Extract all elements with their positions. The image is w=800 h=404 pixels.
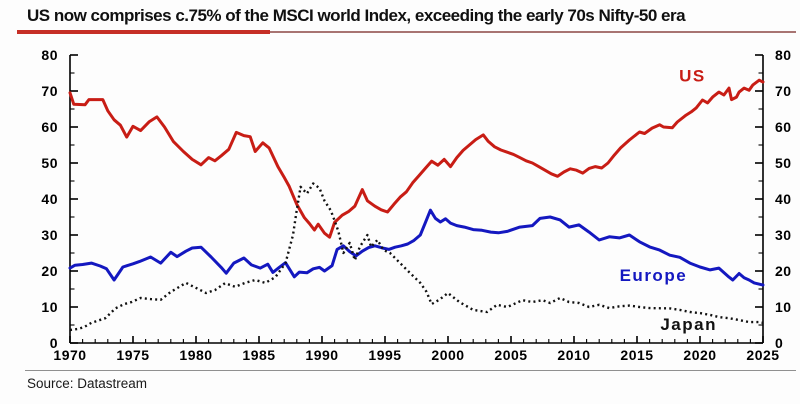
title-underline-thin xyxy=(17,31,796,33)
y-tick-label-right: 40 xyxy=(775,191,792,207)
series-line-europe xyxy=(68,208,765,287)
x-tick-label: 1975 xyxy=(116,347,149,363)
x-tick-label: 2005 xyxy=(494,347,527,363)
y-tick-label-right: 80 xyxy=(775,47,792,63)
y-tick-label-left: 40 xyxy=(41,191,58,207)
series-label-japan: Japan xyxy=(660,315,717,334)
x-tick-label: 2025 xyxy=(746,347,779,363)
x-tick-label: 1980 xyxy=(179,347,212,363)
x-tick-label: 2000 xyxy=(431,347,464,363)
y-tick-label-right: 0 xyxy=(775,335,783,351)
x-tick-label: 1985 xyxy=(242,347,275,363)
y-tick-label-left: 10 xyxy=(41,299,58,315)
y-tick-label-left: 20 xyxy=(41,263,58,279)
series-label-europe: Europe xyxy=(620,266,688,285)
series-label-us: US xyxy=(679,66,706,85)
chart-title: US now comprises c.75% of the MSCI world… xyxy=(27,6,686,25)
y-tick-label-right: 60 xyxy=(775,119,792,135)
y-tick-label-left: 80 xyxy=(41,47,58,63)
series-line-us xyxy=(68,78,765,239)
x-tick-label: 1990 xyxy=(305,347,338,363)
x-tick-label: 2010 xyxy=(557,347,590,363)
y-tick-label-right: 10 xyxy=(775,299,792,315)
x-tick-label: 2020 xyxy=(683,347,716,363)
y-tick-label-left: 70 xyxy=(41,83,58,99)
x-tick-label: 2015 xyxy=(620,347,653,363)
y-tick-label-left: 50 xyxy=(41,155,58,171)
y-tick-label-right: 50 xyxy=(775,155,792,171)
source-text: Source: Datastream xyxy=(27,376,148,391)
title-underline-thick xyxy=(17,30,270,34)
x-tick-label: 1995 xyxy=(368,347,401,363)
source-divider xyxy=(25,370,796,371)
y-tick-label-right: 70 xyxy=(775,83,792,99)
y-tick-label-left: 0 xyxy=(50,335,58,351)
y-tick-label-left: 60 xyxy=(41,119,58,135)
y-tick-label-right: 30 xyxy=(775,227,792,243)
x-tick-label: 1970 xyxy=(53,347,86,363)
y-tick-label-right: 20 xyxy=(775,263,792,279)
series-line-japan xyxy=(69,182,764,332)
y-tick-label-left: 30 xyxy=(41,227,58,243)
